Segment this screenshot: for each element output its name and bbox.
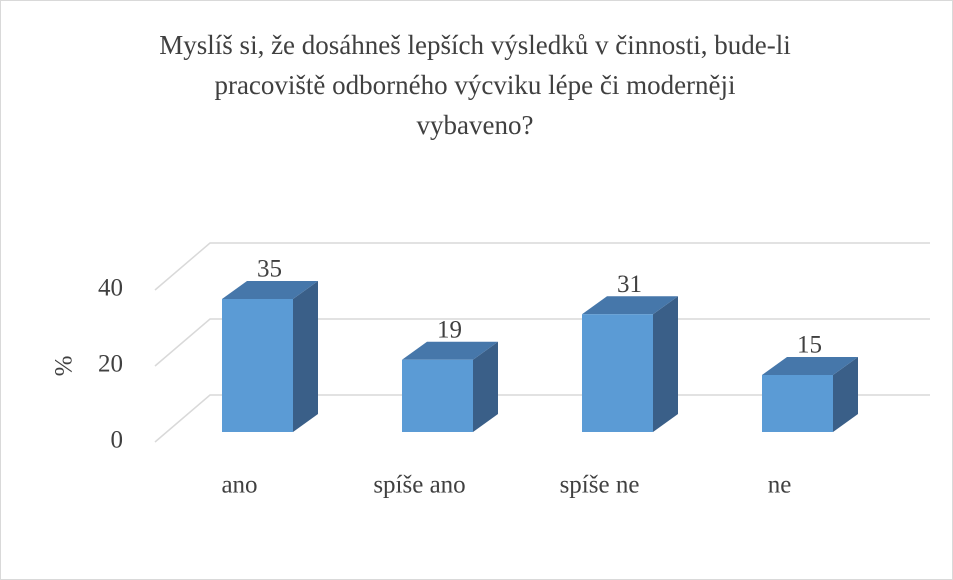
bar-side	[653, 296, 678, 432]
bar-side	[473, 341, 498, 432]
y-axis-label: %	[51, 356, 78, 377]
bar	[762, 357, 858, 432]
value-label: 31	[617, 271, 642, 298]
y-tick-label: 40	[98, 275, 123, 302]
x-tick-label: spíše ne	[560, 472, 640, 499]
chart-title: Myslíš si, že dosáhneš lepších výsledků …	[159, 30, 790, 60]
chart-title: pracoviště odborného výcviku lépe či mod…	[214, 70, 735, 100]
bar-top	[582, 296, 678, 315]
grid-line	[154, 394, 930, 443]
bar-front	[582, 314, 653, 432]
bar-top	[402, 341, 498, 360]
chart-title: vybaveno?	[417, 110, 534, 140]
bar-front	[762, 375, 833, 432]
grid-line	[154, 242, 930, 291]
value-label: 19	[437, 317, 462, 344]
bar-front	[222, 299, 293, 432]
bar-side	[293, 281, 318, 432]
bar	[582, 296, 678, 432]
x-tick-label: ne	[768, 472, 792, 499]
bar	[402, 341, 498, 432]
value-label: 35	[257, 256, 282, 283]
x-tick-label: spíše ano	[373, 472, 465, 499]
grid-line	[154, 318, 930, 367]
value-label: 15	[797, 332, 822, 359]
bar-top	[762, 357, 858, 375]
bar	[222, 281, 318, 432]
bar-side	[833, 357, 858, 432]
y-tick-label: 0	[111, 427, 124, 454]
y-tick-label: 20	[98, 351, 123, 378]
bar-front	[402, 359, 473, 432]
bar-top	[222, 281, 318, 299]
x-tick-label: ano	[221, 472, 257, 499]
